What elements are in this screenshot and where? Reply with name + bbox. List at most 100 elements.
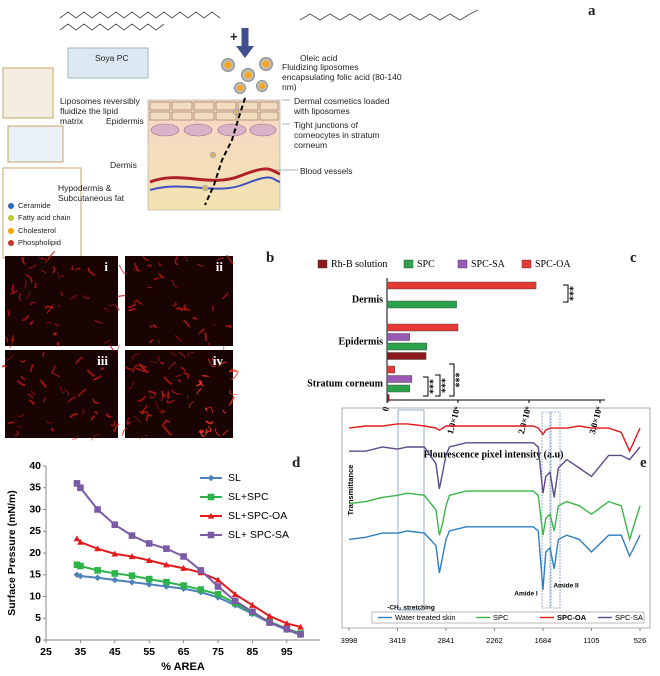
micrograph-texture — [202, 374, 210, 378]
bar — [386, 342, 427, 351]
series-line — [76, 537, 301, 628]
micrograph-texture — [231, 371, 239, 380]
x-tick-label: 75 — [212, 646, 224, 658]
callout: Fluidizing liposomes encapsulating folic… — [282, 62, 402, 92]
micrograph-texture — [207, 342, 211, 346]
micrograph-texture — [39, 379, 47, 388]
marker — [73, 535, 81, 542]
micrograph-texture — [21, 314, 30, 321]
legend-label: SL+ SPC-SA — [228, 529, 289, 541]
marker — [214, 583, 222, 590]
micrograph-texture — [132, 364, 139, 373]
micrograph-texture — [103, 308, 110, 312]
micrograph-texture — [20, 375, 26, 381]
micrograph-label: i — [104, 259, 108, 274]
legend-swatch — [317, 259, 328, 269]
micrograph-texture — [5, 336, 9, 343]
micrograph-texture — [38, 257, 48, 264]
micrograph-texture — [198, 429, 204, 434]
micrograph-texture — [149, 325, 153, 328]
marker — [73, 571, 81, 579]
legend-marker — [207, 474, 215, 482]
micrograph-texture — [208, 425, 211, 429]
marker — [128, 553, 136, 560]
micrograph-texture — [114, 305, 120, 311]
legend-label: SL — [228, 472, 241, 484]
micrograph-texture — [147, 286, 153, 289]
series-line — [76, 482, 301, 636]
y-tick-label: 10 — [29, 590, 41, 602]
micrograph — [5, 350, 118, 438]
marker — [145, 581, 153, 588]
legend-marker — [207, 512, 215, 519]
micrograph-texture — [183, 304, 187, 312]
micrograph-texture — [138, 363, 147, 369]
micrograph-texture — [16, 379, 26, 387]
micrograph-texture — [209, 428, 212, 433]
diagram-art — [2, 9, 479, 259]
x-tick-label: 3.0×10⁶ — [587, 405, 604, 435]
bracket — [435, 374, 441, 397]
micrograph-texture — [153, 277, 160, 280]
micrograph-texture — [178, 378, 182, 383]
micrograph-texture — [141, 405, 148, 415]
legend-label: SPC — [493, 613, 509, 622]
bracket — [449, 363, 455, 397]
micrograph-texture — [156, 339, 161, 345]
marker — [111, 521, 119, 529]
micrograph-texture — [106, 413, 112, 418]
marker — [111, 576, 119, 584]
micrograph-texture — [147, 264, 153, 268]
x-tick-label: 526 — [634, 636, 647, 645]
micrograph-texture — [100, 367, 105, 371]
micrograph-texture — [161, 362, 165, 365]
marker — [77, 572, 84, 580]
micrograph-texture — [30, 390, 36, 396]
y-axis-label: Surface Pressure (mN/m) — [6, 490, 18, 615]
micrograph-texture — [172, 279, 178, 288]
marker — [180, 553, 187, 560]
micrograph-texture — [171, 389, 181, 395]
x-axis-label: Flourescence pixel intensity (a.u) — [424, 449, 564, 460]
micrograph-texture — [128, 308, 136, 312]
bar — [386, 384, 410, 393]
marker — [94, 574, 101, 582]
series-line — [348, 423, 641, 453]
micrograph-texture — [18, 293, 22, 301]
micrograph-texture — [198, 379, 204, 387]
marker — [197, 586, 205, 593]
micrograph-texture — [208, 406, 214, 413]
callout: Tight junctions of corneocytes in stratu… — [294, 120, 380, 150]
x-tick-label: 3998 — [341, 636, 358, 645]
callout: Dermal cosmetics loaded with liposomes — [294, 96, 390, 116]
micrograph-texture — [87, 267, 96, 277]
micrograph-label: iv — [213, 353, 224, 368]
marker — [94, 567, 101, 574]
micrograph-texture — [211, 357, 216, 366]
x-tick-label: 65 — [178, 646, 190, 658]
marker — [128, 578, 136, 586]
micrograph-texture — [110, 420, 116, 427]
panel-label: d — [292, 455, 301, 471]
micrograph-texture — [52, 332, 57, 336]
y-tick-label: 15 — [29, 569, 41, 581]
y-tick-label: 20 — [29, 547, 41, 559]
highlight-box — [397, 409, 425, 611]
micrograph-texture — [57, 304, 61, 307]
micrograph-texture — [205, 420, 213, 425]
x-tick-label: 85 — [247, 646, 259, 658]
micrograph-texture — [14, 430, 19, 437]
micrograph-texture — [59, 291, 63, 296]
micrograph-texture — [214, 428, 221, 436]
annotation: *** — [440, 378, 451, 393]
marker — [197, 567, 205, 574]
micrograph-texture — [75, 356, 83, 364]
micrograph-texture — [222, 429, 229, 436]
micrograph-texture — [204, 428, 207, 436]
x-tick-label: 95 — [281, 646, 293, 658]
micrograph-texture — [152, 323, 158, 329]
micrograph-texture — [137, 395, 147, 403]
micrograph-texture — [55, 322, 60, 326]
annotation: *** — [454, 373, 465, 388]
legend-swatch — [521, 259, 532, 269]
